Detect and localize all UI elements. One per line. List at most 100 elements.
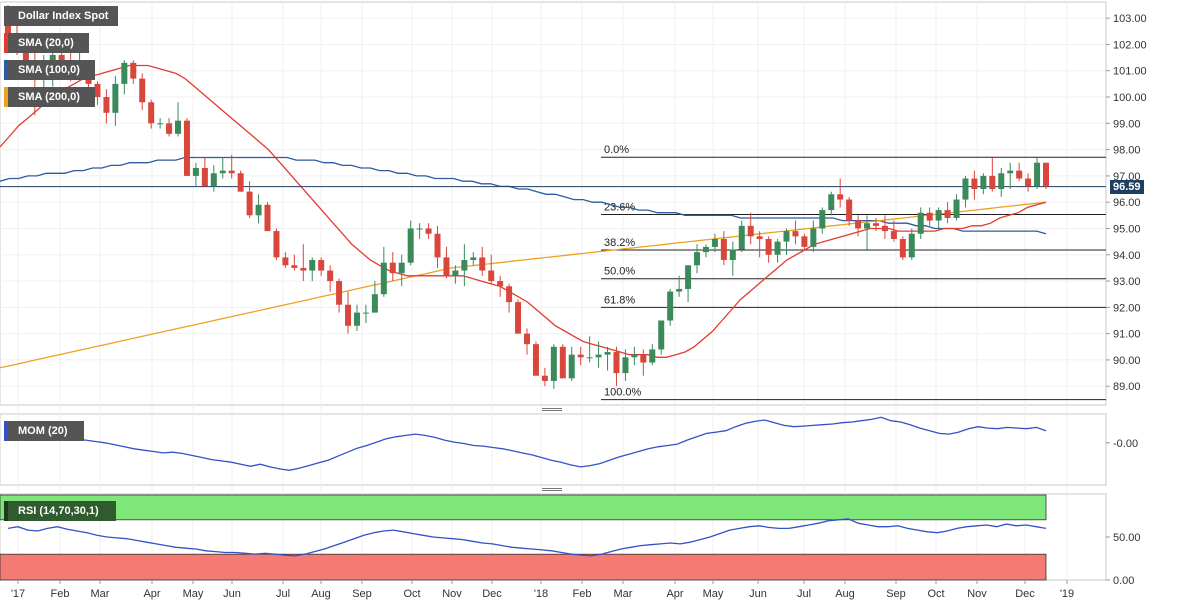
rsi-line	[7, 518, 1047, 557]
candle-body	[694, 252, 701, 266]
candle-body	[201, 168, 208, 187]
candle-body	[980, 175, 987, 190]
x-tick-label: Jul	[276, 588, 290, 600]
candle-body	[1016, 170, 1023, 179]
x-tick-label: Feb	[573, 588, 592, 600]
candle-body	[130, 62, 137, 79]
main-pane	[0, 1, 1107, 406]
pane-splitter-grip	[542, 408, 562, 409]
candle-body	[524, 333, 530, 345]
candle-body	[434, 233, 441, 258]
y-tick-label: 101.00	[1113, 66, 1147, 78]
candle-body	[872, 223, 879, 226]
x-tick-label: Jul	[797, 588, 811, 600]
y-tick-label: 102.00	[1113, 39, 1147, 51]
y-tick-label: 98.00	[1113, 145, 1141, 157]
y-tick-label: 93.00	[1113, 276, 1141, 288]
last-price-tag: 96.59	[1110, 179, 1144, 194]
candle-body	[291, 265, 298, 268]
candle-body	[94, 83, 101, 98]
candle-body	[702, 246, 709, 253]
candle-body	[22, 47, 29, 63]
x-tick-label: Dec	[1015, 588, 1035, 600]
candle-body	[336, 281, 343, 305]
candle-body	[935, 210, 942, 221]
legend-sma20: SMA (20,0)	[4, 33, 89, 53]
candle-body	[425, 228, 432, 234]
y-tick-label: 96.00	[1113, 197, 1141, 209]
candle-body	[577, 354, 584, 358]
candle-body	[917, 212, 924, 234]
candle-body	[175, 120, 182, 134]
candle-body	[550, 346, 557, 381]
rsi-y-label: 50.00	[1113, 532, 1141, 544]
candle-body	[407, 228, 414, 263]
y-tick-label: 90.00	[1113, 355, 1141, 367]
candle-body	[711, 238, 718, 247]
candle-body	[479, 257, 486, 271]
sma20-swatch	[4, 33, 8, 53]
candle-body	[881, 225, 888, 232]
x-tick-label: Feb	[51, 588, 70, 600]
rsi-overbought-band	[0, 494, 1047, 521]
candle-body	[890, 231, 897, 239]
legend-sma20-text: SMA (20,0)	[18, 37, 74, 49]
candle-body	[774, 241, 781, 255]
candle-body	[103, 97, 110, 113]
candle-body	[595, 354, 602, 358]
candle-body	[112, 83, 119, 113]
x-tick-label: Sep	[352, 588, 372, 600]
y-tick-label: 94.00	[1113, 250, 1141, 262]
x-tick-label: May	[703, 588, 724, 600]
y-tick-label: 100.00	[1113, 92, 1147, 104]
candle-body	[345, 304, 352, 326]
candle-body	[899, 238, 906, 258]
candle-body	[855, 220, 862, 229]
candle-body	[255, 204, 262, 216]
candle-body	[166, 123, 173, 134]
candle-body	[667, 291, 674, 321]
candle-body	[497, 281, 504, 287]
candle-body	[801, 236, 808, 247]
candle-body	[828, 194, 835, 211]
candle-body	[488, 270, 495, 282]
candle-body	[953, 199, 960, 218]
x-tick-label: Aug	[835, 588, 855, 600]
sma200-line	[0, 201, 1047, 369]
fib-level-label: 100.0%	[604, 387, 642, 399]
x-tick-label: Jun	[223, 588, 241, 600]
candle-body	[192, 168, 199, 176]
x-tick-label: Nov	[967, 588, 987, 600]
candle-body	[506, 286, 513, 303]
legend-sma200: SMA (200,0)	[4, 87, 95, 107]
candle-body	[1007, 170, 1014, 174]
x-tick-label: Nov	[442, 588, 462, 600]
candle-body	[380, 262, 387, 295]
legend-sma100-text: SMA (100,0)	[18, 64, 80, 76]
y-tick-label: 103.00	[1113, 13, 1147, 25]
candle-body	[604, 352, 611, 355]
mom-swatch	[4, 421, 8, 441]
candle-body	[282, 257, 289, 266]
x-tick-label: Mar	[91, 588, 110, 600]
candle-body	[532, 344, 539, 376]
legend-rsi-text: RSI (14,70,30,1)	[18, 505, 99, 517]
legend-sma100: SMA (100,0)	[4, 60, 95, 80]
y-tick-label: 89.00	[1113, 381, 1141, 393]
rsi-oversold-band	[0, 553, 1047, 581]
candle-body	[58, 54, 65, 61]
candle-body	[121, 62, 128, 84]
candle-body	[765, 238, 772, 255]
sma200-swatch	[4, 87, 8, 107]
x-tick-label: Apr	[666, 588, 683, 600]
candle-body	[792, 231, 799, 237]
candle-body	[622, 357, 629, 374]
candle-body	[148, 102, 155, 124]
candle-body	[443, 257, 450, 276]
candle-body	[541, 375, 548, 381]
x-tick-label: '19	[1060, 588, 1074, 600]
candle-body	[362, 312, 369, 314]
candle-body	[327, 270, 334, 282]
candle-body	[756, 236, 763, 239]
